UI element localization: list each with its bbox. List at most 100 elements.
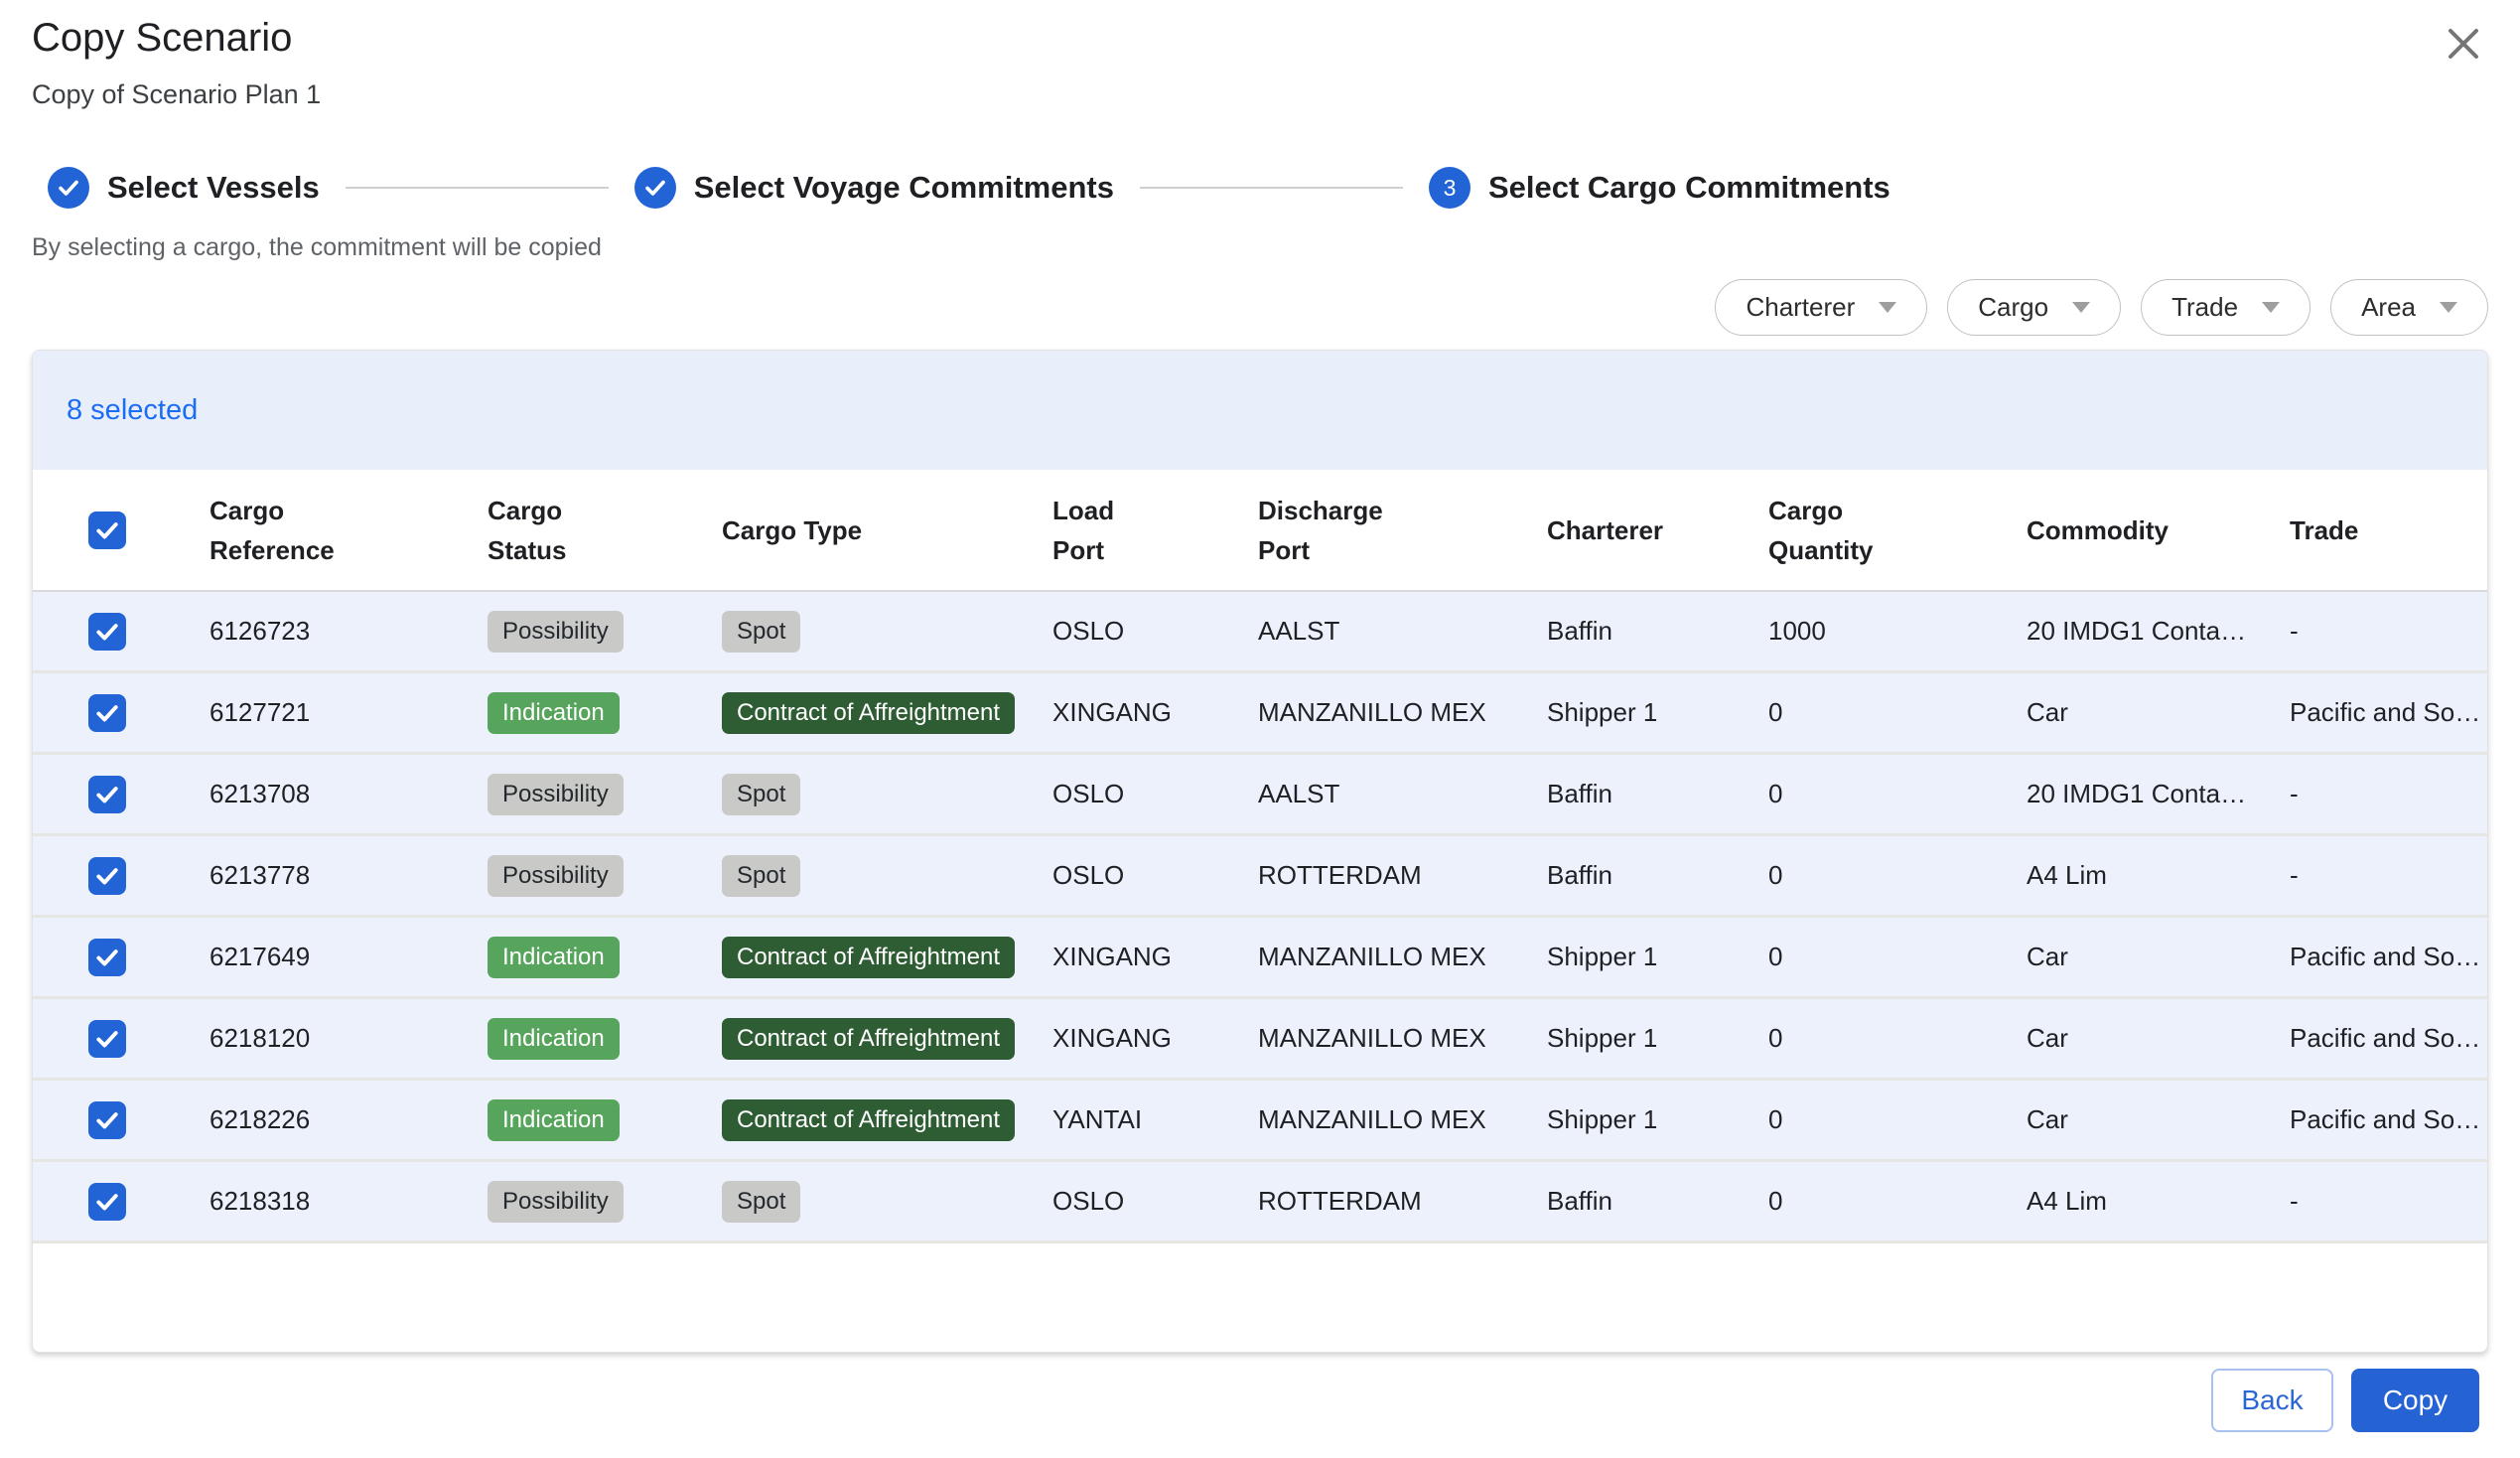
row-checkbox[interactable] (88, 693, 126, 732)
charterer-cell: Shipper 1 (1547, 942, 1658, 971)
trade-cell: - (2290, 616, 2299, 646)
table-body: 6126723 Possibility Spot OSLO AALST Baff… (33, 592, 2487, 1243)
step-description: By selecting a cargo, the commitment wil… (32, 233, 602, 261)
cargo-reference-cell: 6218120 (210, 1023, 311, 1053)
charterer-cell: Baffin (1547, 860, 1613, 890)
charterer-cell: Baffin (1547, 779, 1613, 808)
load-port-cell: OSLO (1052, 860, 1125, 890)
table-row[interactable]: 6218318 Possibility Spot OSLO ROTTERDAM … (33, 1162, 2487, 1243)
commodity-cell: Car (2027, 697, 2068, 727)
discharge-port-cell: AALST (1258, 616, 1340, 646)
copy-button[interactable]: Copy (2351, 1369, 2479, 1432)
table-row[interactable]: 6213708 Possibility Spot OSLO AALST Baff… (33, 755, 2487, 836)
close-button[interactable] (2441, 22, 2486, 68)
step-number-badge: 3 (1428, 167, 1470, 209)
cargo-reference-cell: 6218226 (210, 1104, 311, 1134)
trade-cell: Pacific and So… (2290, 1104, 2481, 1134)
table-row[interactable]: 6213778 Possibility Spot OSLO ROTTERDAM … (33, 836, 2487, 918)
discharge-port-cell: AALST (1258, 779, 1340, 808)
step-select-cargo-commitments[interactable]: 3 Select Cargo Commitments (1428, 167, 1890, 209)
table-row[interactable]: 6127721 Indication Contract of Affreight… (33, 673, 2487, 755)
discharge-port-cell: MANZANILLO MEX (1258, 1023, 1486, 1053)
load-port-cell: OSLO (1052, 616, 1125, 646)
row-checkbox[interactable] (88, 1182, 126, 1221)
back-button[interactable]: Back (2211, 1369, 2333, 1432)
selection-banner: 8 selected (33, 351, 2487, 470)
column-header-load-port: Load Port (1052, 495, 1115, 565)
dialog-subtitle: Copy of Scenario Plan 1 (32, 79, 322, 109)
step-complete-check-icon (633, 167, 676, 209)
commodity-cell: 20 IMDG1 Conta… (2027, 779, 2247, 808)
cargo-type-badge: Spot (722, 773, 801, 815)
trade-cell: Pacific and So… (2290, 1023, 2481, 1053)
load-port-cell: XINGANG (1052, 1023, 1172, 1053)
cargo-reference-cell: 6218318 (210, 1186, 311, 1216)
step-label: Select Vessels (107, 170, 320, 205)
row-checkbox[interactable] (88, 938, 126, 976)
charterer-cell: Shipper 1 (1547, 697, 1658, 727)
load-port-cell: OSLO (1052, 1186, 1125, 1216)
cargo-type-badge: Contract of Affreightment (722, 936, 1016, 978)
row-checkbox[interactable] (88, 1019, 126, 1058)
select-all-checkbox[interactable] (88, 510, 126, 549)
table-row[interactable]: 6217649 Indication Contract of Affreight… (33, 918, 2487, 999)
trade-cell: - (2290, 860, 2299, 890)
column-header-cargo-type: Cargo Type (722, 514, 863, 545)
table-row[interactable]: 6218120 Indication Contract of Affreight… (33, 999, 2487, 1081)
area-filter-dropdown[interactable]: Area (2330, 279, 2488, 336)
cargo-commitments-table-card: 8 selected Cargo Reference Cargo Status … (32, 350, 2488, 1353)
cargo-type-badge: Contract of Affreightment (722, 691, 1016, 734)
commodity-cell: 20 IMDG1 Conta… (2027, 616, 2247, 646)
stepper-connector (1139, 187, 1403, 189)
chevron-down-icon (2262, 302, 2281, 313)
discharge-port-cell: ROTTERDAM (1258, 860, 1422, 890)
table-row[interactable]: 6126723 Possibility Spot OSLO AALST Baff… (33, 592, 2487, 673)
cargo-status-badge: Indication (488, 1017, 620, 1060)
column-header-discharge-port: Discharge Port (1258, 495, 1383, 565)
load-port-cell: XINGANG (1052, 697, 1172, 727)
step-select-vessels[interactable]: Select Vessels (48, 167, 320, 209)
row-checkbox[interactable] (88, 612, 126, 651)
load-port-cell: XINGANG (1052, 942, 1172, 971)
step-label: Select Cargo Commitments (1487, 170, 1890, 205)
discharge-port-cell: ROTTERDAM (1258, 1186, 1422, 1216)
cargo-quantity-cell: 0 (1768, 1023, 1783, 1053)
cargo-type-badge: Spot (722, 854, 801, 897)
load-port-cell: YANTAI (1052, 1104, 1143, 1134)
cargo-quantity-cell: 0 (1768, 697, 1783, 727)
commodity-cell: Car (2027, 942, 2068, 971)
cargo-filter-dropdown[interactable]: Cargo (1947, 279, 2122, 336)
table-row[interactable]: 6218226 Indication Contract of Affreight… (33, 1081, 2487, 1162)
dialog-footer: Back Copy (2211, 1369, 2479, 1432)
column-header-cargo-reference: Cargo Reference (210, 495, 335, 565)
column-header-cargo-quantity: Cargo Quantity (1768, 495, 1874, 565)
commodity-cell: Car (2027, 1104, 2068, 1134)
chevron-down-icon (2072, 302, 2091, 313)
row-checkbox[interactable] (88, 1100, 126, 1139)
chevron-down-icon (2440, 302, 2457, 313)
trade-cell: - (2290, 1186, 2299, 1216)
trade-filter-dropdown[interactable]: Trade (2141, 279, 2311, 336)
cargo-reference-cell: 6217649 (210, 942, 311, 971)
charterer-filter-dropdown[interactable]: Charterer (1715, 279, 1928, 336)
charterer-cell: Baffin (1547, 1186, 1613, 1216)
step-select-voyage-commitments[interactable]: Select Voyage Commitments (633, 167, 1114, 209)
trade-cell: Pacific and So… (2290, 697, 2481, 727)
cargo-reference-cell: 6126723 (210, 616, 311, 646)
cargo-type-badge: Spot (722, 1180, 801, 1223)
cargo-type-badge: Contract of Affreightment (722, 1098, 1016, 1141)
filter-bar: Charterer Cargo Trade Area (1715, 279, 2488, 336)
cargo-type-badge: Contract of Affreightment (722, 1017, 1016, 1060)
commodity-cell: Car (2027, 1023, 2068, 1053)
column-header-cargo-status: Cargo Status (488, 495, 567, 565)
trade-cell: Pacific and So… (2290, 942, 2481, 971)
cargo-reference-cell: 6213708 (210, 779, 311, 808)
row-checkbox[interactable] (88, 775, 126, 813)
cargo-type-badge: Spot (722, 610, 801, 653)
stepper-connector (345, 187, 609, 189)
column-header-charterer: Charterer (1547, 514, 1664, 545)
row-checkbox[interactable] (88, 856, 126, 895)
charterer-cell: Baffin (1547, 616, 1613, 646)
cargo-status-badge: Indication (488, 936, 620, 978)
